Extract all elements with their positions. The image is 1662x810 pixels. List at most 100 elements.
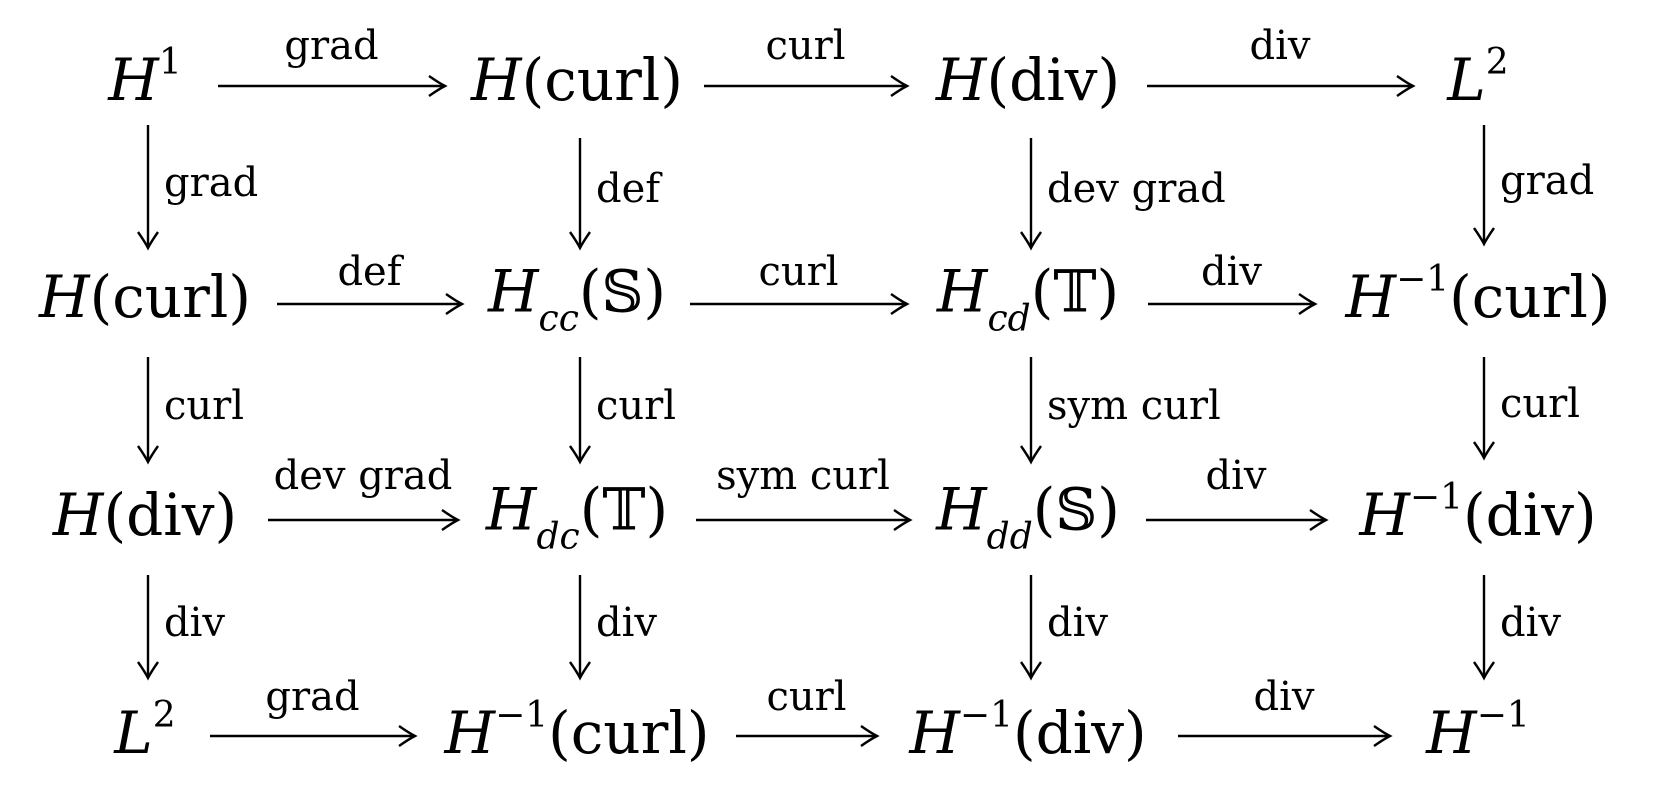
node-part: (𝕊): [578, 257, 667, 326]
diagram-node-1-0: H(curl): [39, 268, 251, 326]
h-arrow-head: [1309, 509, 1329, 531]
h-arrow-head: [1373, 725, 1393, 747]
node-part: 2: [1485, 41, 1509, 83]
node-part: −1: [1409, 476, 1463, 518]
v-arrow-head: [1473, 441, 1495, 461]
diagram-node-1-1: Hcc(𝕊): [488, 263, 666, 337]
v-arrow-head: [137, 231, 159, 251]
h-arrow-label: curl: [758, 249, 839, 295]
diagram-node-2-3: H−1(div): [1359, 479, 1596, 544]
node-part: (𝕋): [579, 475, 669, 544]
node-part: H: [485, 475, 537, 544]
diagram-node-1-3: H−1(curl): [1345, 261, 1610, 326]
h-arrow-label: curl: [765, 23, 846, 69]
h-arrow-head: [1298, 293, 1318, 315]
node-part: (𝕊): [1032, 475, 1120, 544]
diagram-node-0-2: H(div): [936, 51, 1120, 109]
h-arrow-label: grad: [265, 674, 360, 720]
v-arrow-head: [569, 445, 591, 465]
node-part: H: [444, 699, 496, 768]
node-part: (curl): [89, 263, 251, 331]
node-part: L: [114, 699, 153, 768]
h-arrow-label: div: [1205, 453, 1267, 499]
node-part: cc: [538, 298, 579, 340]
v-arrow-label: grad: [1500, 157, 1595, 204]
h-arrow-label: dev grad: [273, 453, 453, 499]
h-arrow-label: sym curl: [716, 453, 890, 499]
diagram-node-2-1: Hdc(𝕋): [486, 481, 668, 555]
node-part: H: [108, 46, 159, 115]
h-arrow-head: [860, 725, 880, 747]
node-part: H: [1359, 481, 1410, 550]
node-part: H: [936, 475, 987, 544]
v-arrow-label: div: [596, 599, 657, 646]
v-arrow-head: [137, 445, 159, 465]
diagram-node-2-2: Hdd(𝕊): [936, 481, 1120, 555]
h-arrow-label: curl: [766, 674, 847, 720]
v-arrow-label: curl: [164, 382, 245, 429]
v-arrow-head: [1473, 661, 1495, 681]
v-arrow-label: curl: [596, 382, 677, 429]
h-arrow-head: [890, 75, 910, 97]
node-part: H: [909, 699, 960, 768]
diagram-node-3-3: H−1: [1426, 697, 1530, 762]
v-arrow-label: sym curl: [1047, 382, 1221, 429]
h-arrow-label: div: [1249, 23, 1311, 69]
h-arrow-head: [445, 293, 465, 315]
node-part: H: [52, 481, 104, 549]
h-arrow-label: def: [337, 249, 402, 295]
node-part: −1: [959, 694, 1013, 736]
node-part: (curl): [1449, 263, 1611, 332]
node-part: H: [936, 257, 988, 326]
diagram-node-0-3: L2: [1447, 44, 1508, 109]
h-arrow-head: [890, 293, 910, 315]
v-arrow-label: div: [164, 599, 225, 646]
node-part: −1: [495, 694, 549, 736]
h-arrow-head: [1396, 75, 1416, 97]
node-part: dd: [986, 516, 1033, 558]
h-arrow-label: div: [1253, 674, 1315, 720]
node-part: H: [471, 46, 522, 114]
v-arrow-head: [1473, 227, 1495, 247]
h-arrow-head: [428, 75, 448, 97]
v-arrow-head: [569, 231, 591, 251]
h-arrow-label: grad: [284, 23, 379, 69]
v-arrow-label: curl: [1500, 380, 1581, 427]
node-part: (𝕋): [1030, 257, 1120, 326]
v-arrow-label: div: [1047, 599, 1108, 646]
node-part: 1: [158, 41, 182, 83]
h-arrow-head: [398, 725, 418, 747]
node-part: (div): [103, 481, 238, 549]
node-part: dc: [536, 516, 580, 558]
v-arrow-label: dev grad: [1047, 166, 1226, 212]
diagram-node-0-0: H1: [108, 44, 182, 109]
node-part: (div): [1462, 481, 1597, 550]
node-part: cd: [987, 298, 1031, 340]
v-arrow-head: [137, 661, 159, 681]
node-part: L: [1447, 46, 1486, 115]
v-arrow-head: [1020, 231, 1042, 251]
diagram-node-3-0: L2: [114, 697, 175, 762]
h-arrow-head: [893, 509, 913, 531]
diagram-node-2-0: H(div): [53, 486, 237, 544]
node-part: (div): [986, 46, 1121, 114]
v-arrow-head: [569, 661, 591, 681]
node-part: H: [1345, 263, 1397, 332]
node-part: (curl): [548, 699, 710, 768]
node-part: H: [1426, 699, 1477, 768]
diagram-node-1-2: Hcd(𝕋): [937, 263, 1119, 337]
diagram-node-0-1: H(curl): [471, 51, 683, 109]
diagram-node-3-1: H−1(curl): [444, 697, 709, 762]
h-arrow-label: div: [1201, 249, 1262, 295]
node-part: H: [487, 257, 539, 326]
node-part: −1: [1476, 694, 1530, 736]
v-arrow-head: [1020, 445, 1042, 465]
node-part: H: [39, 263, 90, 331]
h-arrow-head: [441, 509, 461, 531]
v-arrow-label: grad: [164, 159, 259, 206]
v-arrow-head: [1020, 661, 1042, 681]
node-part: H: [935, 46, 987, 114]
v-arrow-label: div: [1500, 599, 1561, 646]
